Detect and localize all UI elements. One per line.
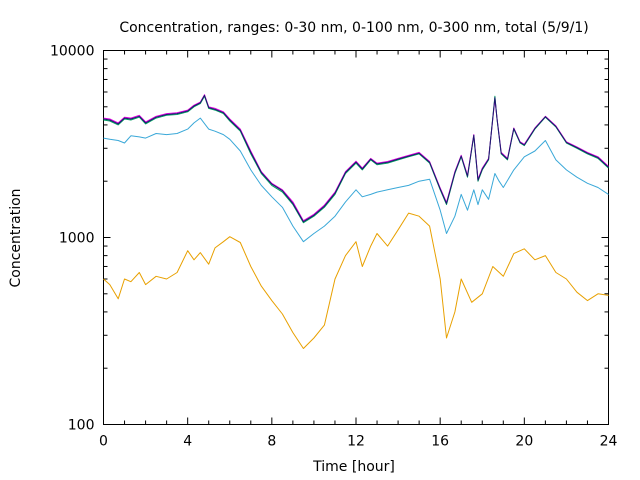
x-tick-label: 24: [600, 434, 618, 450]
series-line-3: [103, 95, 609, 224]
x-tick-label: 12: [347, 434, 365, 450]
x-tick-label: 4: [183, 434, 192, 450]
x-tick-label: 0: [99, 434, 108, 450]
series-line-2: [103, 117, 609, 243]
axis-ticks: 0 4 8 12 16 20 24 100 1000 10000: [50, 44, 618, 450]
chart-title: Concentration, ranges: 0-30 nm, 0-100 nm…: [119, 20, 588, 36]
x-tick-label: 20: [515, 434, 533, 450]
y-tick-label: 1000: [59, 231, 95, 247]
y-tick-label: 10000: [50, 44, 95, 60]
x-tick-label: 8: [267, 434, 276, 450]
y-axis-label: Concentration: [8, 188, 24, 287]
plot-frame: [103, 50, 609, 425]
series-group: [103, 94, 609, 349]
series-line-1: [103, 212, 609, 349]
y-tick-label: 100: [68, 418, 95, 434]
series-line-5: [103, 94, 609, 223]
x-tick-label: 16: [431, 434, 449, 450]
x-axis-label: Time [hour]: [312, 459, 395, 475]
